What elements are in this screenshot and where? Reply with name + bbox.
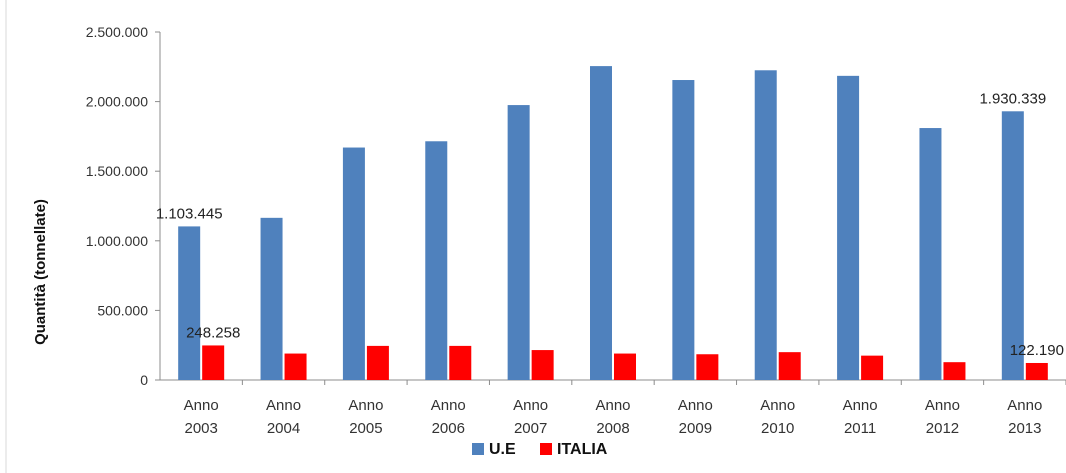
x-tick-label: Anno	[1007, 397, 1042, 414]
bar-italia	[861, 355, 884, 380]
bar-ue	[507, 105, 530, 380]
data-label: 122.190	[1010, 342, 1064, 359]
x-tick-label: 2005	[349, 420, 382, 437]
bar-ue	[590, 66, 612, 380]
data-label: 1.103.445	[156, 205, 223, 222]
y-tick-label: 1.000.000	[86, 233, 148, 249]
data-label: 1.930.339	[979, 90, 1046, 107]
x-tick-label: Anno	[266, 397, 301, 414]
bar-italia	[943, 362, 966, 380]
x-tick-label: 2006	[432, 420, 465, 437]
x-tick-label: Anno	[431, 397, 466, 414]
x-tick-label: 2010	[761, 420, 794, 437]
bar-italia	[614, 353, 636, 380]
x-tick-label: 2004	[267, 420, 300, 437]
bar-ue	[260, 217, 283, 380]
x-tick-label: 2012	[926, 420, 959, 437]
x-tick-label: 2009	[679, 420, 712, 437]
x-tick-label: 2011	[844, 420, 876, 437]
bar-italia	[284, 353, 307, 380]
y-tick-label: 1.500.000	[86, 163, 148, 179]
bar-ue	[1001, 111, 1024, 380]
x-tick-label: Anno	[184, 397, 219, 414]
legend-label-ue: U.E	[489, 441, 516, 458]
y-tick-label: 2.000.000	[86, 94, 148, 110]
x-tick-label: Anno	[513, 397, 548, 414]
y-tick-label: 500.000	[97, 302, 148, 318]
x-tick-label: Anno	[843, 397, 878, 414]
legend-swatch-ue	[472, 443, 484, 455]
bar-ue	[837, 75, 860, 381]
bar-italia	[449, 345, 472, 380]
bar-italia	[778, 352, 801, 380]
y-tick-label: 2.500.000	[86, 24, 148, 40]
bar-ue	[919, 128, 942, 380]
bar-italia	[696, 354, 719, 380]
y-axis-label: Quantità (tonnellate)	[32, 199, 49, 345]
data-label: 248.258	[186, 324, 240, 341]
plot-area: 0 500.000 1.000.000 1.500.000 2.000.000 2.500…	[86, 24, 1066, 437]
bar-italia	[202, 345, 225, 380]
legend-swatch-italia	[540, 443, 552, 455]
x-tick-label: Anno	[348, 397, 383, 414]
legend: U.E ITALIA	[472, 441, 608, 458]
x-tick-label: 2003	[184, 420, 217, 437]
x-tick-label: 2008	[596, 420, 629, 437]
bar-ue	[425, 141, 448, 380]
x-tick-label: Anno	[678, 397, 713, 414]
bar-italia	[531, 350, 554, 380]
x-tick-label: Anno	[925, 397, 960, 414]
bar-ue	[672, 80, 695, 381]
x-tick-label: 2013	[1008, 420, 1041, 437]
x-tick-label: Anno	[595, 397, 630, 414]
bar-italia	[1025, 362, 1048, 380]
x-tick-label: Anno	[760, 397, 795, 414]
bar-ue	[178, 226, 201, 380]
legend-label-italia: ITALIA	[557, 441, 608, 458]
bar-ue	[754, 70, 777, 380]
bar-italia	[366, 345, 389, 380]
y-tick-label: 0	[140, 372, 148, 388]
bar-ue	[342, 147, 365, 380]
x-tick-label: 2007	[514, 420, 547, 437]
